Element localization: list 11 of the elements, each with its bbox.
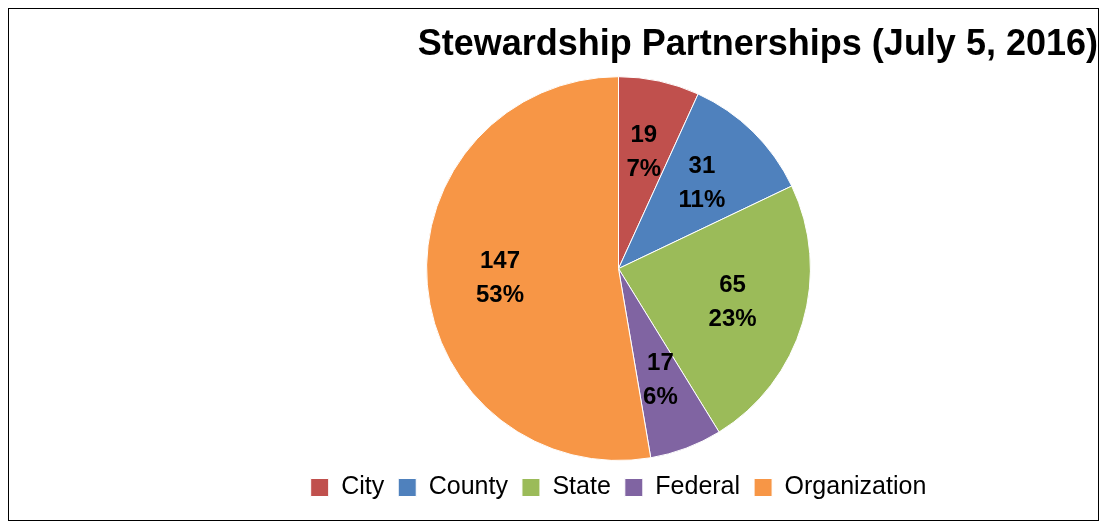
data-label: 17 6% xyxy=(643,347,678,409)
legend-label: Federal xyxy=(655,471,741,500)
data-label: 147 53% xyxy=(475,246,524,308)
legend-label: Organization xyxy=(784,471,927,500)
data-label: 19 7% xyxy=(626,119,662,181)
legend-label: County xyxy=(428,471,509,500)
legend-label: State xyxy=(552,471,611,500)
data-label: 31 11% xyxy=(678,151,726,213)
data-label: 65 23% xyxy=(708,269,757,331)
legend-label: City xyxy=(341,471,385,500)
chart-title: Stewardship Partnerships (July 5, 2016) xyxy=(417,21,1098,63)
